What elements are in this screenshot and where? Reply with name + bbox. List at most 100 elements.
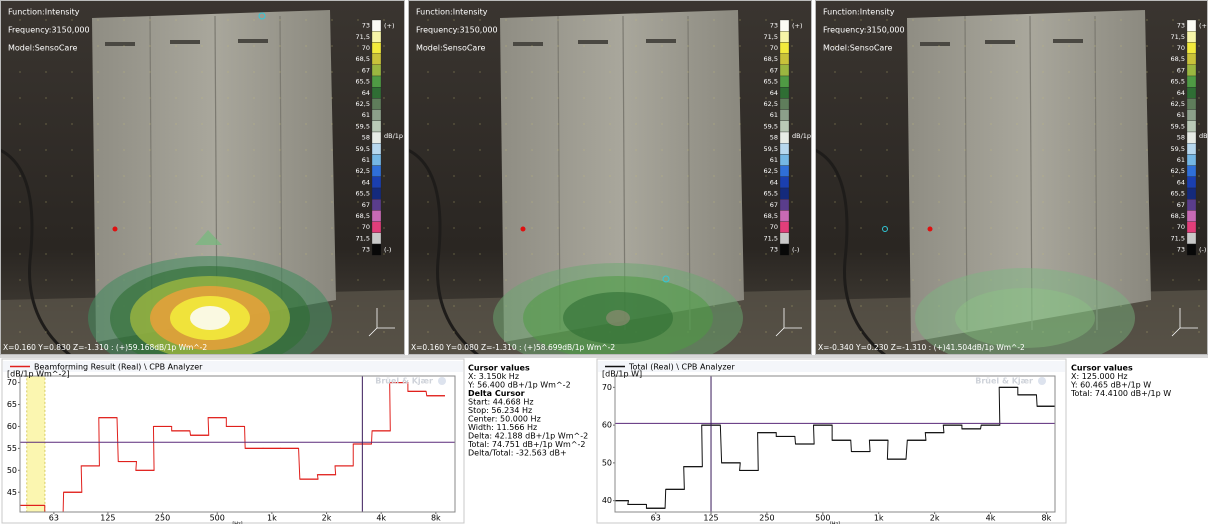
grid-dot — [990, 175, 991, 176]
grid-dot — [886, 279, 887, 280]
grid-dot — [1172, 175, 1173, 176]
grid-dot — [609, 175, 610, 176]
grid-dot — [253, 149, 254, 150]
grid-dot — [739, 175, 740, 176]
grid-dot — [1094, 97, 1095, 98]
grid-dot — [1042, 45, 1043, 46]
grid-dot — [860, 331, 861, 332]
scale-label: 64 — [362, 89, 370, 97]
scale-cell — [1187, 222, 1196, 233]
grid-dot — [71, 227, 72, 228]
grid-dot — [149, 45, 150, 46]
grid-dot — [149, 253, 150, 254]
grid-dot — [687, 149, 688, 150]
grid-dot — [1120, 175, 1121, 176]
grid-dot — [990, 253, 991, 254]
grid-dot — [201, 71, 202, 72]
grid-dot — [427, 331, 428, 332]
grid-dot — [609, 19, 610, 20]
grid-dot — [331, 253, 332, 254]
scale-unit: dB/1p — [1199, 132, 1208, 140]
grid-dot — [531, 227, 532, 228]
grid-dot — [331, 71, 332, 72]
grid-dot — [609, 123, 610, 124]
grid-dot — [331, 45, 332, 46]
grid-dot — [19, 19, 20, 20]
scale-cell — [780, 87, 789, 98]
scale-cell — [1187, 233, 1196, 244]
grid-dot — [479, 71, 480, 72]
grid-dot — [860, 123, 861, 124]
grid-dot — [331, 279, 332, 280]
grid-dot — [635, 71, 636, 72]
scale-label: 70 — [770, 223, 778, 231]
scale-label: 71,5 — [764, 33, 778, 41]
grid-dot — [912, 279, 913, 280]
grid-dot — [305, 149, 306, 150]
y-tick-label: 55 — [7, 444, 17, 453]
x-tick-label: 4k — [376, 514, 386, 523]
x-tick-label: 2k — [930, 514, 940, 523]
grid-dot — [201, 149, 202, 150]
grid-dot — [791, 201, 792, 202]
grid-dot — [175, 149, 176, 150]
page: {"color_scale": { "labels": ["73", "71,5… — [0, 0, 1208, 524]
grid-dot — [383, 279, 384, 280]
scale-cell — [372, 121, 381, 132]
grid-dot — [886, 19, 887, 20]
grid-dot — [739, 227, 740, 228]
grid-dot — [1172, 279, 1173, 280]
grid-dot — [791, 175, 792, 176]
grid-dot — [1172, 331, 1173, 332]
grid-dot — [175, 45, 176, 46]
scale-unit: dB/1p — [384, 132, 403, 140]
grid-dot — [383, 227, 384, 228]
grid-dot — [1146, 305, 1147, 306]
grid-dot — [739, 279, 740, 280]
y-unit: [dB/1p Wm^-2] — [7, 370, 70, 379]
grid-dot — [531, 45, 532, 46]
grid-dot — [687, 97, 688, 98]
grid-dot — [834, 331, 835, 332]
scale-label: 62,5 — [1171, 100, 1185, 108]
grid-dot — [97, 279, 98, 280]
grid-dot — [1120, 253, 1121, 254]
scale-label: 65,5 — [356, 78, 370, 86]
grid-dot — [123, 149, 124, 150]
grid-dot — [279, 149, 280, 150]
grid-dot — [938, 123, 939, 124]
grid-dot — [123, 175, 124, 176]
scale-label: 64 — [770, 89, 778, 97]
x-tick-label: 125 — [703, 514, 718, 523]
grid-dot — [505, 279, 506, 280]
view-model: Model:SensoCare — [8, 44, 77, 53]
grid-dot — [253, 253, 254, 254]
grid-dot — [661, 71, 662, 72]
scale-cell — [780, 199, 789, 210]
grid-dot — [453, 123, 454, 124]
grid-dot — [201, 201, 202, 202]
cabinet-handle — [646, 39, 676, 43]
grid-dot — [531, 175, 532, 176]
grid-dot — [791, 149, 792, 150]
grid-dot — [1042, 227, 1043, 228]
scale-label: 67 — [362, 66, 370, 74]
grid-dot — [383, 149, 384, 150]
cabinet-handle — [985, 40, 1015, 44]
grid-dot — [19, 201, 20, 202]
grid-dot — [1016, 123, 1017, 124]
scale-cell — [372, 87, 381, 98]
grid-dot — [305, 175, 306, 176]
grid-dot — [175, 19, 176, 20]
grid-dot — [357, 97, 358, 98]
grid-dot — [557, 175, 558, 176]
grid-dot — [557, 227, 558, 228]
camera-view: Function:IntensityFrequency:3150,000Mode… — [0, 0, 405, 380]
scale-label: 64 — [1177, 178, 1185, 186]
grid-dot — [765, 45, 766, 46]
scale-cell — [780, 143, 789, 154]
grid-dot — [1042, 253, 1043, 254]
grid-dot — [453, 71, 454, 72]
grid-dot — [149, 19, 150, 20]
grid-dot — [479, 149, 480, 150]
